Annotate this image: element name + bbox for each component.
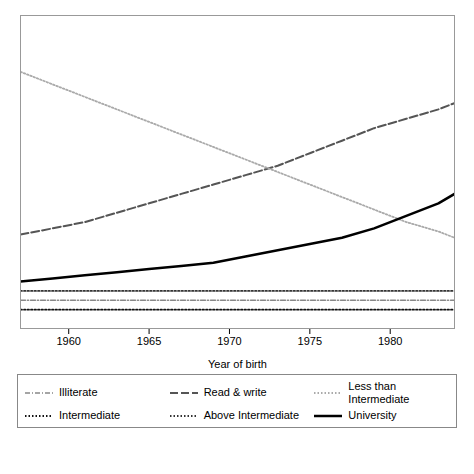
svg-text:1975: 1975: [298, 335, 322, 347]
html-text:Less than Intermediate: Less than Intermediate: [348, 380, 410, 405]
svg-text:1980: 1980: [378, 335, 402, 347]
svg-text:Year of birth: Year of birth: [208, 358, 267, 370]
html-text:Illiterate: Illiterate: [59, 386, 98, 399]
html-text:Above Intermediate: Above Intermediate: [203, 409, 299, 422]
html-text:Read & write: Read & write: [203, 386, 267, 399]
svg-text:1965: 1965: [137, 335, 161, 347]
html-text:Intermediate: Intermediate: [59, 409, 121, 422]
svg-text:1970: 1970: [217, 335, 241, 347]
svg-text:1960: 1960: [56, 335, 80, 347]
html-text:University: University: [348, 409, 397, 422]
